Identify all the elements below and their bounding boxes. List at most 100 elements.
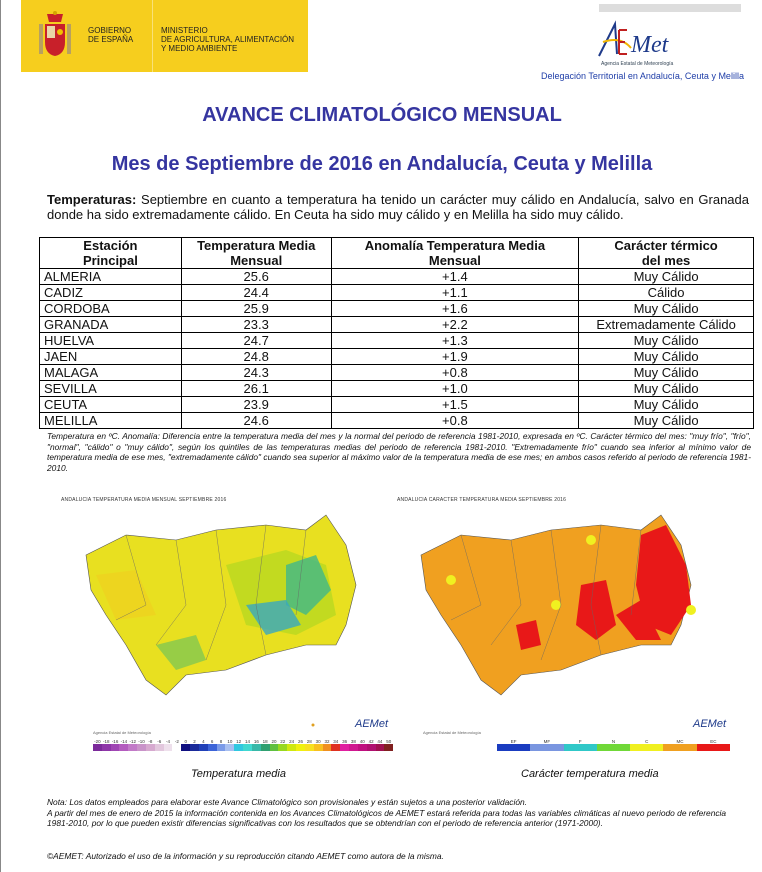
- legend-label: MC: [676, 739, 684, 744]
- legend-swatch: [101, 744, 111, 751]
- ministerio-text: MINISTERIO DE AGRICULTURA, ALIMENTACIÓN Y …: [161, 26, 295, 53]
- legend-swatch: [340, 744, 350, 751]
- legend-label: 4: [202, 739, 205, 744]
- legend-label: -6: [157, 739, 162, 744]
- legend-label: 26: [297, 739, 303, 744]
- legend-label: 18: [262, 739, 268, 744]
- legend-swatch: [234, 744, 244, 751]
- legend-swatch: [296, 744, 305, 751]
- station-cell: HUELVA: [39, 332, 182, 349]
- legend-swatch: [375, 744, 385, 751]
- character-cell: Muy Cálido: [578, 412, 754, 429]
- character-map-title: ANDALUCIA CARACTER TEMPERATURA MEDIA SEP…: [397, 497, 567, 503]
- legend-swatch: [663, 744, 697, 751]
- anomaly-cell: +1.0: [330, 380, 580, 397]
- character-cell: Muy Cálido: [578, 268, 754, 285]
- legend-label: C: [645, 739, 649, 744]
- anomaly-cell: +1.3: [330, 332, 580, 349]
- mean-temp-cell: 24.3: [180, 364, 332, 381]
- anomaly-cell: +1.4: [330, 268, 580, 285]
- legend-swatch: [190, 744, 199, 751]
- legend-swatch: [198, 744, 208, 751]
- character-cell: Muy Cálido: [578, 364, 754, 381]
- anomaly-cell: +1.9: [330, 348, 580, 365]
- character-legend: EF MF F N C MC EC: [497, 739, 730, 751]
- aemet-logo: Met Agencia Estatal de Meteorología: [591, 18, 701, 68]
- legend-label: -18: [102, 739, 110, 744]
- legend-swatch: [181, 744, 191, 751]
- legend-label: 32: [324, 739, 330, 744]
- legend-label: MF: [543, 739, 551, 744]
- station-cell: ALMERIA: [39, 268, 182, 285]
- character-cell: Muy Cálido: [578, 332, 754, 349]
- svg-text:Agencia Estatal de Meteorologí: Agencia Estatal de Meteorología: [601, 61, 673, 67]
- legend-swatch: [163, 744, 173, 751]
- character-cell: Muy Cálido: [578, 348, 754, 365]
- legend-label: EF: [510, 739, 517, 744]
- character-cell: Muy Cálido: [578, 396, 754, 413]
- table-row: MALAGA 24.3 +0.8 Muy Cálido: [39, 364, 754, 381]
- map1-aemet-logo: AEMet: [355, 718, 389, 730]
- legend-label: 22: [280, 739, 286, 744]
- legend-label: 8: [219, 739, 223, 744]
- temperature-map-caption: Temperatura media: [191, 768, 286, 780]
- coat-of-arms-icon: [39, 11, 71, 56]
- legend-label: 40: [359, 739, 365, 744]
- station-cell: SEVILLA: [39, 380, 182, 397]
- legend-swatch: [172, 744, 182, 751]
- mean-temp-cell: 25.9: [180, 300, 332, 317]
- legend-swatch: [154, 744, 164, 751]
- legend-swatch: [313, 744, 323, 751]
- page-title: AVANCE CLIMATOLÓGICO MENSUAL: [202, 104, 562, 126]
- column-header: Carácter térmico del mes: [578, 237, 754, 269]
- legend-label: F: [578, 739, 582, 744]
- anomaly-cell: +1.6: [330, 300, 580, 317]
- legend-swatch: [497, 744, 531, 751]
- legend-label: 30: [315, 739, 321, 744]
- legend-label: 36: [342, 739, 348, 744]
- anomaly-cell: +1.5: [330, 396, 580, 413]
- page-subtitle: Mes de Septiembre de 2016 en Andalucía, …: [111, 153, 653, 175]
- legend-swatch: [128, 744, 138, 751]
- legend-swatch: [137, 744, 146, 751]
- legend-label: 10: [227, 739, 233, 744]
- legend-swatch: [243, 744, 252, 751]
- legend-swatch: [596, 744, 631, 751]
- table-row: ALMERIA 25.6 +1.4 Muy Cálido: [39, 268, 754, 285]
- legend-label: 38: [350, 739, 356, 744]
- legend-label: 0: [184, 739, 187, 744]
- table-row: CEUTA 23.9 +1.5 Muy Cálido: [39, 396, 754, 413]
- legend-swatch: [322, 744, 332, 751]
- column-header: Anomalía Temperatura Media Mensual: [330, 237, 580, 269]
- station-cell: CADIZ: [39, 284, 182, 301]
- legend-label: 24: [289, 739, 295, 744]
- legend-label: -8: [148, 739, 153, 744]
- grey-bar: [599, 4, 741, 12]
- gobierno-text: GOBIERNO DE ESPAÑA: [88, 26, 134, 44]
- table-row: MELILLA 24.6 +0.8 Muy Cálido: [39, 412, 754, 429]
- character-cell: Extremadamente Cálido: [578, 316, 754, 333]
- temperature-map: [85, 514, 357, 727]
- legend-swatch: [110, 744, 120, 751]
- anomaly-cell: +0.8: [330, 412, 580, 429]
- mean-temp-cell: 24.7: [180, 332, 332, 349]
- legend-swatch: [216, 744, 226, 751]
- column-header: Temperatura Media Mensual: [180, 237, 332, 269]
- character-map: [420, 514, 696, 696]
- temperature-legend: -20 -18 -16 -14 -12 -10 -8 -6 -4 -2 0 2 4 6 8 10 12 14 16 1…: [93, 739, 394, 751]
- legend-label: 6: [210, 739, 214, 744]
- legend-swatch: [207, 744, 217, 751]
- temperature-table: Estación Principal Temperatura Media Mensua…: [39, 237, 754, 429]
- legend-label: -10: [138, 739, 145, 744]
- gobierno-logo-block: GOBIERNO DE ESPAÑA MINISTERIO DE AGRICULTU…: [21, 0, 308, 72]
- legend-swatch: [269, 744, 279, 751]
- table-row: HUELVA 24.7 +1.3 Muy Cálido: [39, 332, 754, 349]
- legend-swatch: [349, 744, 358, 751]
- character-map-caption: Carácter temperatura media: [521, 768, 659, 780]
- legend-swatch: [331, 744, 341, 751]
- legend-swatch: [563, 744, 597, 751]
- legend-swatch: [278, 744, 288, 751]
- table-row: SEVILLA 26.1 +1.0 Muy Cálido: [39, 380, 754, 397]
- station-cell: MELILLA: [39, 412, 182, 429]
- legend-label: 50: [386, 739, 392, 744]
